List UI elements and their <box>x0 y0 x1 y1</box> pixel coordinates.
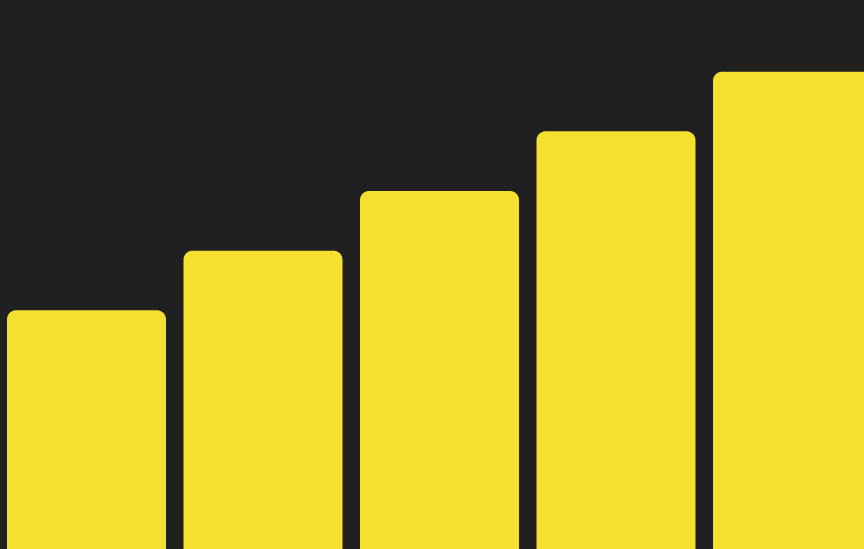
bar-1 <box>7 310 166 549</box>
bar-3 <box>360 191 519 549</box>
bar-4 <box>536 131 696 549</box>
bar-2 <box>183 250 343 549</box>
bar-5 <box>713 71 864 549</box>
